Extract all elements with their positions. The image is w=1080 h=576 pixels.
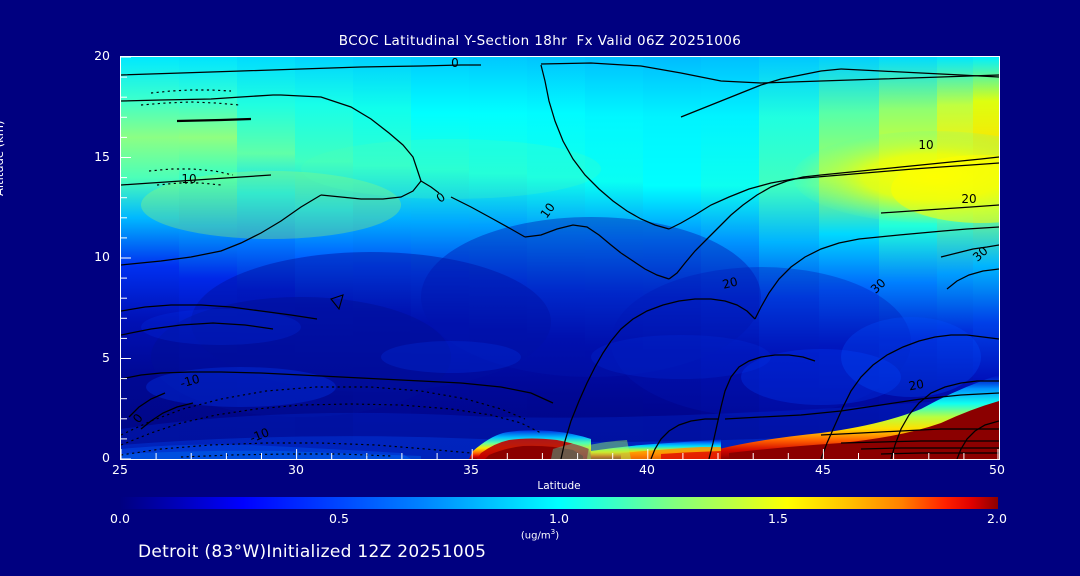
y-tick-label-20: 20: [94, 48, 110, 63]
x-tick-label-30: 30: [288, 462, 304, 477]
colorbar-units-close: ): [555, 530, 560, 542]
colorbar-tick-2: 1.0: [549, 511, 569, 526]
contour-label-20-low-right: 20: [908, 377, 925, 393]
contour-label-neg10-left: -10: [179, 372, 202, 391]
y-tick-label-15: 15: [94, 149, 110, 164]
contour-label-20-mid: 20: [721, 274, 739, 291]
axis-ticks: [121, 57, 999, 459]
colorbar[interactable]: [120, 497, 998, 509]
contour-lines-solid: [121, 62, 999, 459]
x-tick-label-50: 50: [989, 462, 1005, 477]
y-tick-label-10: 10: [94, 249, 110, 264]
figure-title: BCOC Latitudinal Y-Section 18hr Fx Valid…: [338, 33, 742, 49]
y-axis-title: Altitude (km): [0, 120, 6, 196]
x-tick-label-45: 45: [815, 462, 831, 477]
x-axis-title: Latitude: [537, 480, 581, 492]
colorbar-tick-0: 0.0: [110, 511, 130, 526]
contour-label-10-upper-right: 10: [918, 138, 933, 152]
contour-label-20-upper-right: 20: [961, 192, 976, 206]
contour-lines-negative: [121, 89, 542, 458]
contour-label-10-left: 10: [181, 172, 196, 186]
figure-footer: Detroit (83°W)Initialized 12Z 20251005: [138, 542, 487, 562]
contour-label-neg10-lower: -10: [248, 425, 271, 445]
filled-contour-layer: [121, 57, 999, 459]
contour-labels: 0 0 0 10 10 10 20 20 20 30 30 -10 -10: [130, 57, 991, 445]
x-tick-label-40: 40: [639, 462, 655, 477]
x-tick-label-35: 35: [463, 462, 479, 477]
contour-label-0-top: 0: [451, 57, 459, 70]
colorbar-tick-3: 1.5: [768, 511, 788, 526]
colorbar-tick-4: 2.0: [987, 511, 1007, 526]
colorbar-gradient: [120, 497, 998, 509]
y-tick-label-5: 5: [102, 350, 110, 365]
colorbar-units: (ug/m3): [0, 527, 1080, 541]
colorbar-tick-1: 0.5: [329, 511, 349, 526]
plot-area: 0 0 0 10 10 10 20 20 20 30 30 -10 -10: [120, 56, 1000, 460]
y-tick-label-0: 0: [102, 450, 110, 465]
colorbar-units-exponent: 3: [550, 527, 556, 536]
x-tick-label-25: 25: [112, 462, 128, 477]
colorbar-units-base: (ug/m: [520, 530, 551, 542]
contour-field-svg: 0 0 0 10 10 10 20 20 20 30 30 -10 -10: [121, 57, 999, 459]
